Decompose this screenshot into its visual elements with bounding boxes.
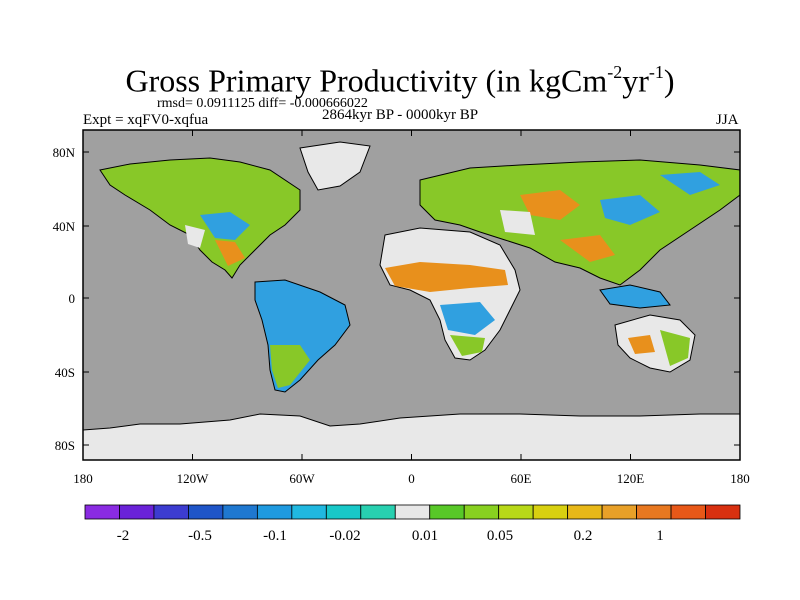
colorbar-swatch — [601, 504, 637, 520]
colorbar-swatch — [291, 504, 327, 520]
y-tick-label: 80S — [55, 438, 75, 453]
colorbar-label: -0.5 — [188, 528, 212, 544]
colorbar-label: 0.01 — [412, 528, 438, 544]
colorbar-swatch — [84, 504, 120, 520]
y-tick-label: 0 — [69, 291, 76, 306]
colorbar-swatch — [532, 504, 569, 520]
eurasia-white-1 — [500, 210, 535, 235]
colorbar-swatch — [153, 504, 189, 520]
x-tick-label: 120W — [177, 471, 210, 486]
colorbar-swatch — [670, 504, 706, 520]
se-asia-islands — [599, 284, 671, 309]
colorbar-swatch — [636, 504, 672, 520]
greenland — [299, 141, 371, 191]
eurasia-orange-2 — [560, 235, 615, 262]
colorbar-label: 1 — [656, 528, 664, 544]
sa-green-south — [270, 345, 310, 388]
y-tick-label: 40N — [53, 219, 76, 234]
australia-orange — [628, 335, 655, 354]
y-tick-label: 40S — [55, 365, 75, 380]
colorbar-swatch — [394, 504, 431, 520]
x-tick-label: 60E — [511, 471, 532, 486]
x-tick-label: 180 — [730, 471, 750, 486]
eurasia-blue-1 — [600, 195, 660, 225]
colorbar-label: 0.05 — [487, 528, 513, 544]
stats-label: rmsd= 0.0911125 diff= -0.000666022 — [157, 96, 368, 111]
colorbar-label: -2 — [117, 528, 130, 544]
eurasia — [419, 159, 741, 286]
colorbar-swatch — [360, 504, 396, 520]
colorbar — [84, 504, 741, 520]
colorbar-label: 0.2 — [574, 528, 593, 544]
x-axis-ticks: 180 120W 60W 0 60E 120E 180 — [73, 130, 750, 486]
colorbar-label: -0.1 — [263, 528, 287, 544]
x-tick-label: 180 — [73, 471, 93, 486]
y-tick-label: 80N — [53, 145, 76, 160]
north-america — [99, 157, 301, 279]
season-label: JJA — [716, 112, 739, 128]
x-tick-label: 0 — [408, 471, 415, 486]
colorbar-swatch — [188, 504, 224, 520]
x-tick-label: 60W — [289, 471, 315, 486]
colorbar-swatch — [222, 504, 258, 520]
eurasia-blue-2 — [660, 172, 720, 195]
colorbar-swatch — [498, 504, 534, 520]
colorbar-swatch — [567, 504, 603, 520]
eurasia-orange-1 — [520, 190, 580, 220]
colorbar-swatch — [256, 504, 293, 520]
colorbar-labels: -2 -0.5 -0.1 -0.02 0.01 0.05 0.2 1 — [117, 528, 664, 544]
period-label: 2864kyr BP - 0000kyr BP — [322, 107, 479, 123]
colorbar-swatch — [429, 504, 465, 520]
colorbar-swatch — [119, 504, 155, 520]
africa-blue — [440, 302, 495, 335]
na-white-patch — [185, 225, 205, 248]
colorbar-swatch — [463, 504, 500, 520]
sahel-orange — [385, 262, 508, 292]
na-blue-patch — [200, 212, 250, 240]
y-axis-ticks: 80N 40N 0 40S 80S — [53, 145, 740, 453]
colorbar-swatch — [705, 504, 741, 520]
chart-title: Gross Primary Productivity (in kgCm-2yr-… — [125, 62, 675, 99]
africa-green-south — [450, 335, 485, 356]
experiment-label: Expt = xqFV0-xqfua — [83, 112, 209, 128]
x-tick-label: 120E — [617, 471, 645, 486]
colorbar-swatch — [325, 504, 362, 520]
na-orange-patch — [215, 240, 245, 266]
australia-green — [660, 330, 690, 366]
colorbar-label: -0.02 — [329, 528, 360, 544]
